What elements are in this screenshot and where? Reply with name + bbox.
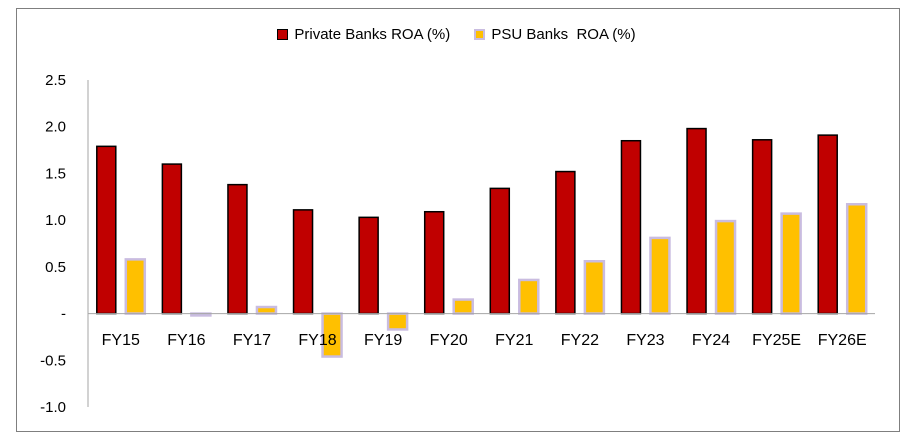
- bar-private-banks: [751, 139, 773, 315]
- x-tick-label: FY15: [102, 332, 140, 349]
- legend-swatch-private-banks: [277, 29, 289, 40]
- bar-psu-banks: [124, 258, 147, 315]
- bar-private-banks: [161, 163, 183, 315]
- y-axis-ticks: -1.0-0.5-0.51.01.52.02.5: [40, 72, 66, 416]
- x-tick-label: FY16: [167, 332, 205, 349]
- bar-private-banks: [292, 209, 314, 315]
- x-tick-label: FY20: [430, 332, 468, 349]
- x-tick-label: FY22: [561, 332, 599, 349]
- legend-label-psu-banks: PSU Banks ROA (%): [491, 26, 636, 43]
- x-tick-label: FY24: [692, 332, 730, 349]
- bar-psu-banks: [518, 278, 540, 315]
- bar-private-banks: [358, 216, 379, 315]
- x-tick-label: FY25E: [752, 332, 801, 349]
- bar-psu-banks: [583, 260, 606, 315]
- x-axis-ticks: FY15 FY16 FY17 FY18 FY19 FY20 FY21 FY22 FY23 FY24…: [102, 332, 867, 349]
- bar-psu-banks: [845, 203, 868, 315]
- bars: [96, 127, 868, 358]
- x-tick-label: FY18: [298, 332, 336, 349]
- y-tick-label: 0.5: [45, 259, 66, 276]
- legend-label-private-banks: Private Banks ROA (%): [294, 26, 451, 43]
- legend-item-psu-banks: PSU Banks ROA (%): [474, 26, 636, 43]
- y-tick-label: 1.0: [45, 212, 66, 229]
- bar-private-banks: [686, 127, 707, 315]
- x-tick-label: FY23: [626, 332, 664, 349]
- bar-private-banks: [555, 170, 576, 315]
- y-tick-label: 2.5: [45, 72, 66, 89]
- bar-private-banks: [423, 210, 445, 315]
- bar-private-banks: [489, 187, 511, 315]
- y-tick-label: -: [61, 306, 66, 323]
- bar-psu-banks: [649, 236, 671, 315]
- bar-private-banks: [96, 145, 117, 315]
- legend-swatch-psu-banks: [474, 29, 486, 40]
- chart-legend: Private Banks ROA (%) PSU Banks ROA (%): [0, 26, 913, 44]
- y-tick-label: 2.0: [45, 119, 66, 136]
- bar-psu-banks: [386, 312, 409, 331]
- y-tick-label: -0.5: [40, 352, 66, 369]
- bar-private-banks: [817, 134, 838, 315]
- bar-private-banks: [620, 139, 642, 315]
- legend-item-private-banks: Private Banks ROA (%): [277, 26, 450, 43]
- x-tick-label: FY17: [233, 332, 271, 349]
- x-tick-label: FY21: [495, 332, 533, 349]
- bar-psu-banks: [255, 305, 278, 315]
- bar-psu-banks: [780, 212, 802, 315]
- x-tick-label: FY26E: [818, 332, 867, 349]
- bar-psu-banks: [452, 298, 474, 315]
- y-tick-label: -1.0: [40, 399, 66, 416]
- x-tick-label: FY19: [364, 332, 402, 349]
- bar-psu-banks: [714, 219, 737, 315]
- bar-private-banks: [227, 183, 248, 315]
- y-tick-label: 1.5: [45, 165, 66, 182]
